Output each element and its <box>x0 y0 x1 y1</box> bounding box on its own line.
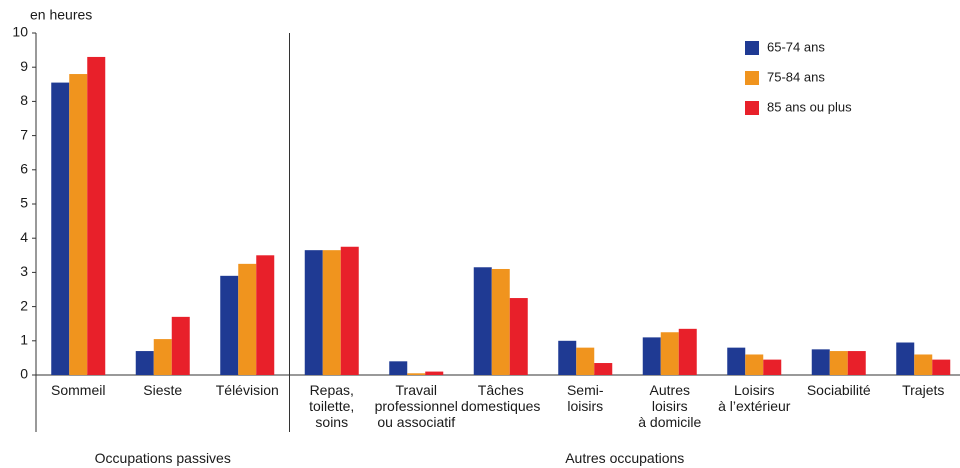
bar <box>171 316 190 375</box>
bar <box>51 82 70 375</box>
bar <box>491 268 510 375</box>
y-tick-label: 7 <box>20 126 28 142</box>
x-tick-label: Sieste <box>143 382 183 398</box>
legend-swatch <box>745 71 759 85</box>
y-tick-label: 9 <box>20 58 28 74</box>
bar <box>407 373 426 375</box>
bar <box>932 359 951 375</box>
bar <box>256 255 275 375</box>
x-tick-label: Travail professionnel ou associatif <box>374 382 458 430</box>
y-axis-label: en heures <box>30 7 92 23</box>
bar <box>745 354 764 375</box>
legend-swatch <box>745 101 759 115</box>
y-tick-label: 2 <box>20 297 28 313</box>
y-tick-label: 1 <box>20 332 28 348</box>
x-tick-label: Semi- loisirs <box>566 382 604 414</box>
x-tick-label: Sociabilité <box>806 382 871 398</box>
bar <box>304 250 323 375</box>
y-tick-label: 5 <box>20 195 28 211</box>
bar <box>322 250 341 375</box>
bar <box>340 246 359 375</box>
x-tick-label: Trajets <box>902 382 945 398</box>
x-tick-label: Tâches domestiques <box>461 382 541 414</box>
group-label: Occupations passives <box>94 450 231 466</box>
x-tick-label: Sommeil <box>51 382 106 398</box>
y-tick-label: 6 <box>20 161 28 177</box>
x-tick-label: Repas, toilette, soins <box>309 382 355 430</box>
bar <box>509 298 528 375</box>
bar <box>576 347 595 375</box>
y-tick-label: 10 <box>12 24 28 40</box>
x-tick-label: Loisirs à l’extérieur <box>718 382 791 414</box>
bar <box>473 267 492 375</box>
bar <box>727 347 746 375</box>
x-tick-label: Télévision <box>215 382 279 398</box>
bar <box>425 371 444 375</box>
bar <box>678 328 697 375</box>
bar <box>220 275 239 375</box>
group-label: Autres occupations <box>565 450 685 466</box>
bar <box>914 354 933 375</box>
bar <box>153 339 172 375</box>
bar <box>69 74 88 375</box>
bar <box>642 337 661 375</box>
bar <box>660 332 679 375</box>
bar <box>87 56 106 375</box>
legend-swatch <box>745 41 759 55</box>
y-tick-label: 0 <box>20 366 28 382</box>
legend-label: 85 ans ou plus <box>767 99 852 114</box>
bar <box>763 359 782 375</box>
legend-label: 65-74 ans <box>767 39 825 54</box>
bar <box>896 342 915 375</box>
bar <box>558 340 577 375</box>
bar <box>389 361 408 375</box>
bar <box>238 263 257 375</box>
bar <box>829 351 848 375</box>
y-tick-label: 3 <box>20 263 28 279</box>
y-tick-label: 8 <box>20 92 28 108</box>
x-tick-label: Autres loisirs à domicile <box>638 382 702 430</box>
bar <box>135 351 154 375</box>
y-tick-label: 4 <box>20 229 28 245</box>
bar <box>811 349 830 375</box>
bar <box>594 363 613 375</box>
bar <box>847 351 866 375</box>
legend-label: 75-84 ans <box>767 69 825 84</box>
